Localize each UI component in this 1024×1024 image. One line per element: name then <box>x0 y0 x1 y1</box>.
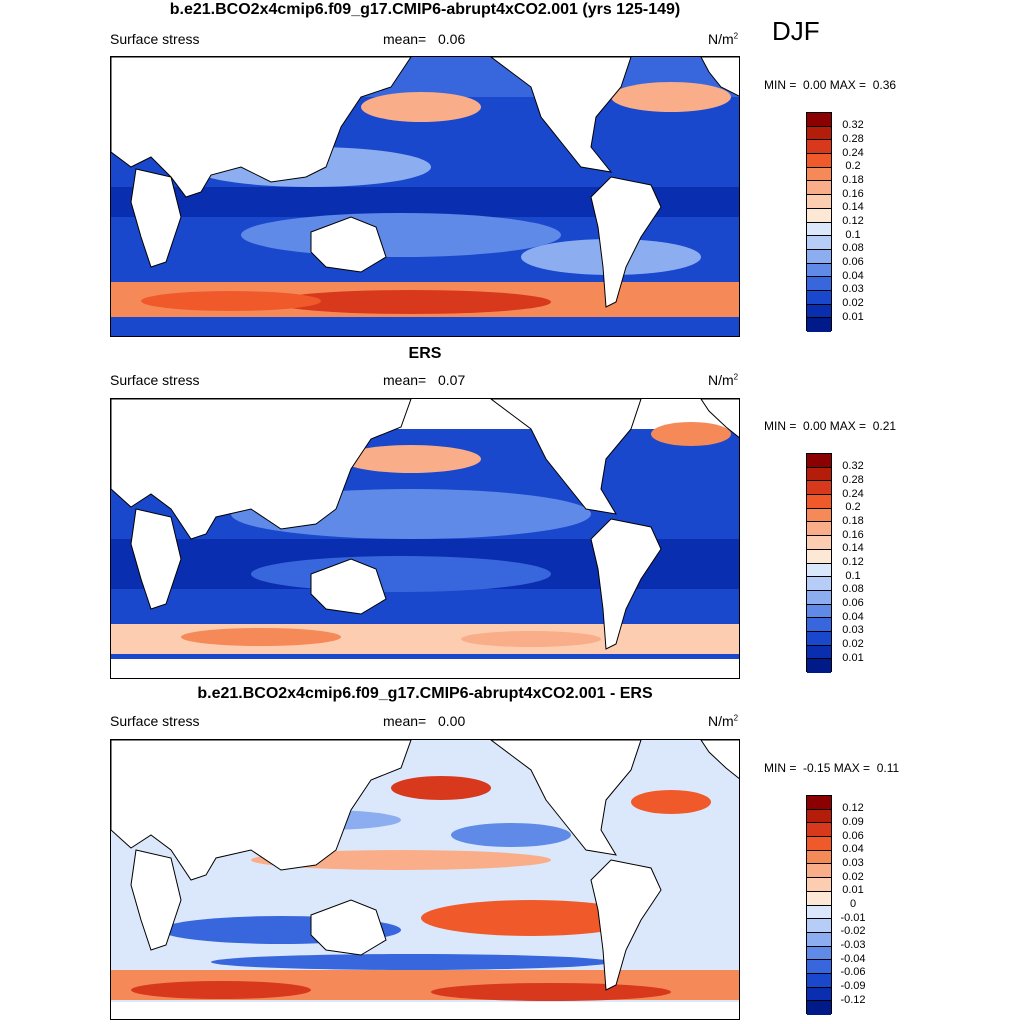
variable-label: Surface stress <box>110 713 200 729</box>
colorbar-tick: 0.04 <box>842 843 864 855</box>
colorbar-tick: 0.16 <box>842 529 864 541</box>
colorbar-tick: 0.12 <box>842 556 864 568</box>
colorbar-diff <box>806 795 832 1015</box>
colorbar-tick: 0.06 <box>842 256 864 268</box>
colorbar-tick: 0.14 <box>842 201 864 213</box>
mean-label: mean= <box>383 713 427 729</box>
mean-label: mean= <box>383 372 427 388</box>
colorbar-tick: 0.32 <box>842 119 864 131</box>
colorbar-tick: -0.01 <box>840 912 866 924</box>
colorbar-tick: 0.12 <box>842 802 864 814</box>
colorbar-tick: 0.01 <box>842 884 864 896</box>
map-panel-model <box>110 56 740 337</box>
map-panel-obs <box>110 398 740 679</box>
colorbar-tick: 0.16 <box>842 188 864 200</box>
colorbar-tick: 0.01 <box>842 311 864 323</box>
colorbar-tick: -0.09 <box>840 980 866 992</box>
colorbar-tick: -0.03 <box>840 939 866 951</box>
colorbar-tick: 0.12 <box>842 215 864 227</box>
mean-label: mean= <box>383 31 427 47</box>
mean-value: 0.00 <box>438 713 466 729</box>
colorbar-tick: 0.06 <box>842 830 864 842</box>
colorbar-tick: -0.04 <box>840 953 866 965</box>
colorbar-obs <box>806 453 832 673</box>
colorbar-tick: 0 <box>849 898 857 910</box>
colorbar-tick: 0.02 <box>842 871 864 883</box>
colorbar-tick: 0.1 <box>845 570 861 582</box>
variable-label: Surface stress <box>110 31 200 47</box>
colorbar-tick: 0.04 <box>842 270 864 282</box>
season-label: DJF <box>772 16 820 46</box>
panel-title: b.e21.BCO2x4cmip6.f09_g17.CMIP6-abrupt4x… <box>169 1 681 18</box>
units-label: N/m2 <box>708 31 739 47</box>
colorbar-tick: 0.08 <box>842 242 864 254</box>
minmax-label: MIN = 0.00 MAX = 0.36 <box>764 78 897 92</box>
variable-label: Surface stress <box>110 372 200 388</box>
colorbar-tick: 0.03 <box>842 857 864 869</box>
colorbar-tick: 0.09 <box>842 816 864 828</box>
mean-value: 0.07 <box>438 372 466 388</box>
colorbar-tick: 0.28 <box>842 133 864 145</box>
colorbar-tick: 0.01 <box>842 652 864 664</box>
units-label: N/m2 <box>708 372 739 388</box>
colorbar-tick: 0.24 <box>842 488 864 500</box>
colorbar-tick: 0.02 <box>842 297 864 309</box>
minmax-label: MIN = 0.00 MAX = 0.21 <box>764 419 897 433</box>
colorbar-tick: 0.2 <box>845 160 861 172</box>
colorbar-tick: -0.12 <box>840 994 866 1006</box>
colorbar-tick: 0.24 <box>842 147 864 159</box>
minmax-label: MIN = -0.15 MAX = 0.11 <box>764 761 900 775</box>
colorbar-model <box>806 112 832 332</box>
colorbar-tick: 0.03 <box>842 624 864 636</box>
colorbar-tick: 0.02 <box>842 638 864 650</box>
colorbar-tick: 0.18 <box>842 174 864 186</box>
map-panel-diff <box>110 739 740 1020</box>
colorbar-tick: 0.06 <box>842 597 864 609</box>
colorbar-tick: 0.08 <box>842 583 864 595</box>
colorbar-tick: 0.04 <box>842 611 864 623</box>
colorbar-tick: 0.18 <box>842 515 864 527</box>
panel-title: b.e21.BCO2x4cmip6.f09_g17.CMIP6-abrupt4x… <box>197 685 653 702</box>
colorbar-tick: 0.14 <box>842 542 864 554</box>
panel-title: ERS <box>408 345 442 362</box>
mean-value: 0.06 <box>438 31 466 47</box>
colorbar-tick: 0.03 <box>842 283 864 295</box>
colorbar-tick: 0.1 <box>845 229 861 241</box>
colorbar-tick: 0.28 <box>842 474 864 486</box>
colorbar-tick: 0.32 <box>842 460 864 472</box>
colorbar-tick: -0.06 <box>840 966 866 978</box>
colorbar-tick: 0.2 <box>845 501 861 513</box>
colorbar-tick: -0.02 <box>840 925 866 937</box>
units-label: N/m2 <box>708 713 739 729</box>
